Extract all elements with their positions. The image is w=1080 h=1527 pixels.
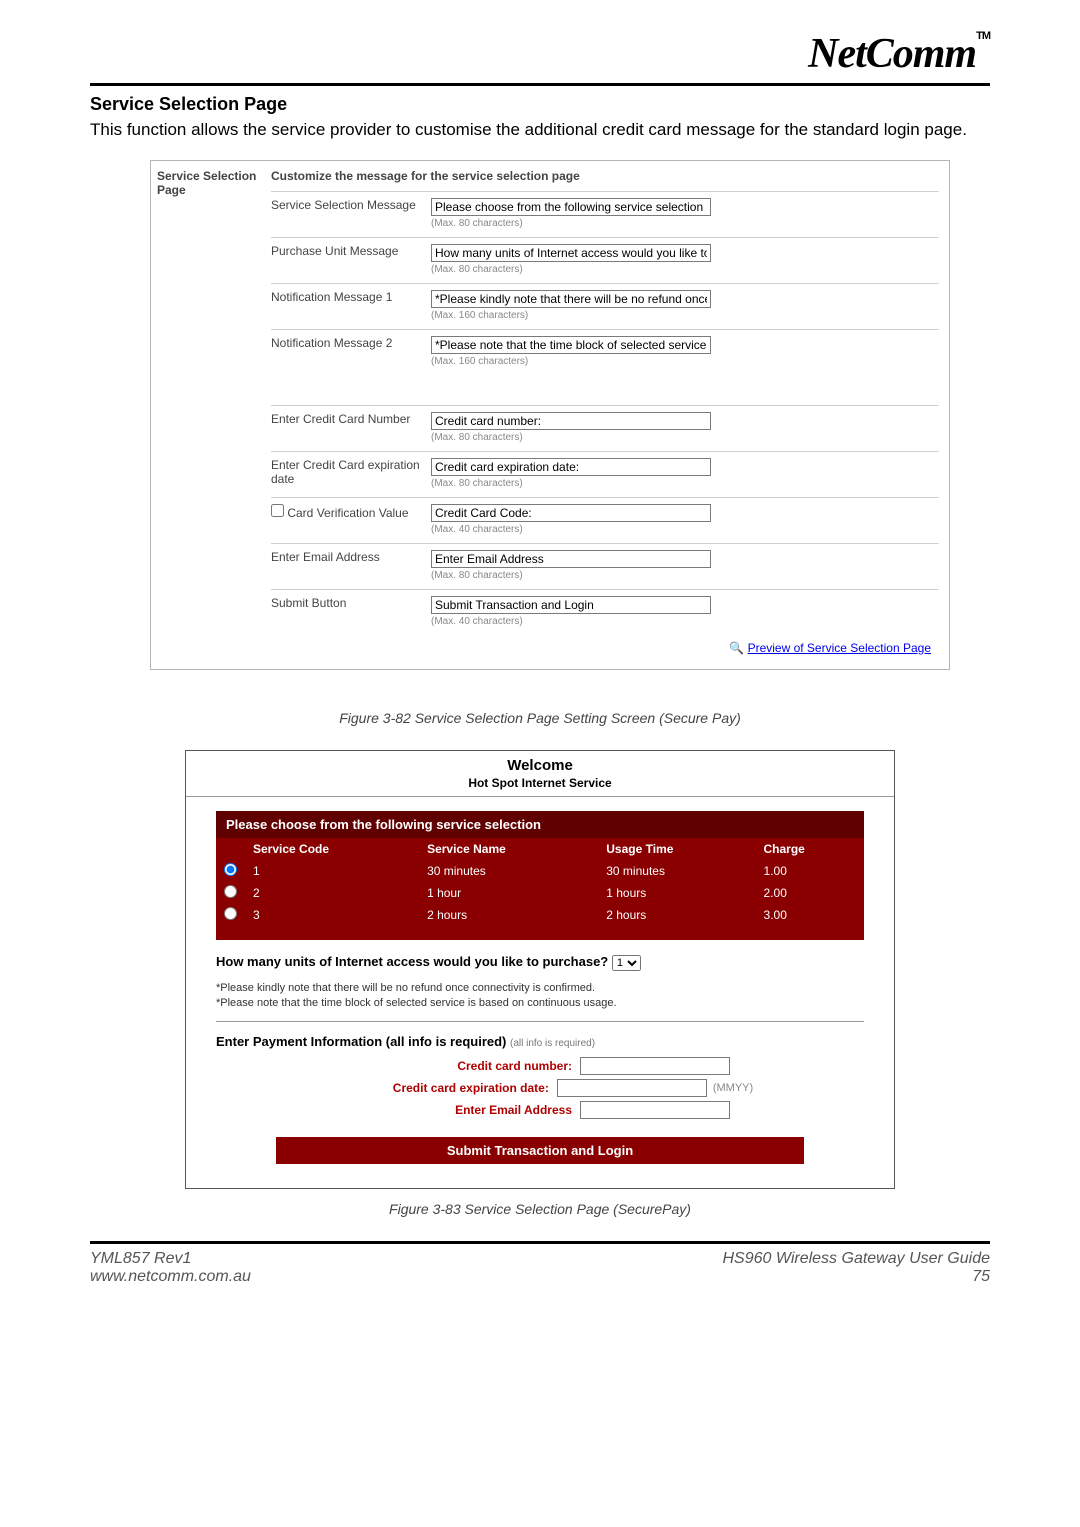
cell-usage: 1 hours [598, 882, 755, 904]
field-label: Enter Credit Card Number [271, 412, 431, 426]
footer-url: www.netcomm.com.au [90, 1268, 251, 1286]
table-row: 3 2 hours 2 hours 3.00 [216, 904, 864, 926]
service-table: Service Code Service Name Usage Time Cha… [216, 838, 864, 926]
payment-header-hint: (all info is required) [510, 1038, 595, 1049]
field-label: Service Selection Message [271, 198, 431, 212]
page-title: Service Selection Page [90, 94, 990, 115]
field-hint: (Max. 40 characters) [431, 524, 711, 535]
welcome-title: Welcome [186, 751, 894, 776]
cell-name: 1 hour [419, 882, 598, 904]
table-row: 2 1 hour 1 hours 2.00 [216, 882, 864, 904]
service-selection-message-input[interactable] [431, 198, 711, 216]
service-radio-2[interactable] [224, 885, 237, 898]
cell-name: 30 minutes [419, 860, 598, 882]
field-hint: (Max. 160 characters) [431, 310, 711, 321]
notification-message-1-input[interactable] [431, 290, 711, 308]
purchase-question-row: How many units of Internet access would … [216, 954, 864, 971]
col-usage-time: Usage Time [598, 838, 755, 860]
cvv-enable-checkbox[interactable] [271, 504, 284, 517]
field-label: Notification Message 1 [271, 290, 431, 304]
col-service-name: Service Name [419, 838, 598, 860]
figure-caption-2: Figure 3-83 Service Selection Page (Secu… [90, 1201, 990, 1217]
field-label: Submit Button [271, 596, 431, 610]
brand-logo-text: NetComm [808, 31, 976, 77]
note-2: *Please note that the time block of sele… [216, 996, 864, 1011]
cc-exp-input[interactable] [557, 1079, 707, 1097]
email-input[interactable] [580, 1101, 730, 1119]
table-row: 1 30 minutes 30 minutes 1.00 [216, 860, 864, 882]
cc-number-input[interactable] [580, 1057, 730, 1075]
intro-paragraph: This function allows the service provide… [90, 119, 990, 142]
figure-caption-1: Figure 3-82 Service Selection Page Setti… [90, 710, 990, 726]
col-charge: Charge [756, 838, 864, 860]
cell-charge: 3.00 [756, 904, 864, 926]
header-logo-row: NetCommTM [90, 30, 990, 86]
field-label: Card Verification Value [271, 504, 431, 520]
brand-logo: NetCommTM [808, 31, 990, 77]
field-label: Enter Email Address [271, 550, 431, 564]
footer-guide: HS960 Wireless Gateway User Guide [722, 1250, 990, 1268]
magnifier-icon: 🔍 [729, 641, 744, 655]
field-hint: (Max. 80 characters) [431, 478, 711, 489]
cell-code: 2 [245, 882, 419, 904]
preview-link-row: 🔍 Preview of Service Selection Page [271, 635, 939, 661]
cell-code: 3 [245, 904, 419, 926]
field-label: Notification Message 2 [271, 336, 431, 350]
field-hint: (Max. 80 characters) [431, 432, 711, 443]
email-label: Enter Email Address [350, 1103, 580, 1117]
settings-panel: Service Selection Page Customize the mes… [150, 160, 950, 670]
payment-header-text: Enter Payment Information (all info is r… [216, 1034, 506, 1049]
cc-number-label-input[interactable] [431, 412, 711, 430]
footer-page: 75 [722, 1268, 990, 1286]
field-hint: (Max. 160 characters) [431, 356, 711, 367]
cell-charge: 1.00 [756, 860, 864, 882]
submit-button-label-input[interactable] [431, 596, 711, 614]
field-label: Purchase Unit Message [271, 244, 431, 258]
field-hint: (Max. 80 characters) [431, 218, 711, 229]
welcome-subtitle: Hot Spot Internet Service [186, 776, 894, 797]
payment-header: Enter Payment Information (all info is r… [216, 1034, 864, 1049]
settings-section-label: Service Selection Page [151, 161, 271, 669]
service-radio-1[interactable] [224, 863, 237, 876]
service-selection-box: Please choose from the following service… [216, 811, 864, 940]
welcome-preview-panel: Welcome Hot Spot Internet Service Please… [185, 750, 895, 1189]
submit-button[interactable]: Submit Transaction and Login [276, 1137, 804, 1164]
service-selection-header: Please choose from the following service… [216, 811, 864, 838]
cvv-label-input[interactable] [431, 504, 711, 522]
service-radio-3[interactable] [224, 907, 237, 920]
field-hint: (Max. 80 characters) [431, 570, 711, 581]
cell-usage: 30 minutes [598, 860, 755, 882]
page-footer: YML857 Rev1 www.netcomm.com.au HS960 Wir… [90, 1241, 990, 1300]
trademark-symbol: TM [976, 30, 990, 42]
purchase-unit-message-input[interactable] [431, 244, 711, 262]
cell-usage: 2 hours [598, 904, 755, 926]
notification-message-2-input[interactable] [431, 336, 711, 354]
email-label-input[interactable] [431, 550, 711, 568]
purchase-question: How many units of Internet access would … [216, 954, 608, 969]
cvv-label-text: Card Verification Value [287, 506, 408, 520]
field-hint: (Max. 80 characters) [431, 264, 711, 275]
cc-exp-label-input[interactable] [431, 458, 711, 476]
cell-code: 1 [245, 860, 419, 882]
cc-number-label: Credit card number: [350, 1059, 580, 1073]
col-service-code: Service Code [245, 838, 419, 860]
cell-charge: 2.00 [756, 882, 864, 904]
cell-name: 2 hours [419, 904, 598, 926]
units-select[interactable]: 1 [612, 955, 641, 971]
field-hint: (Max. 40 characters) [431, 616, 711, 627]
cc-exp-label: Credit card expiration date: [327, 1081, 557, 1095]
settings-header: Customize the message for the service se… [271, 169, 939, 183]
footer-rev: YML857 Rev1 [90, 1250, 251, 1268]
note-1: *Please kindly note that there will be n… [216, 981, 864, 996]
preview-link[interactable]: Preview of Service Selection Page [748, 641, 931, 655]
cc-exp-hint: (MMYY) [713, 1082, 753, 1094]
field-label: Enter Credit Card expiration date [271, 458, 431, 486]
